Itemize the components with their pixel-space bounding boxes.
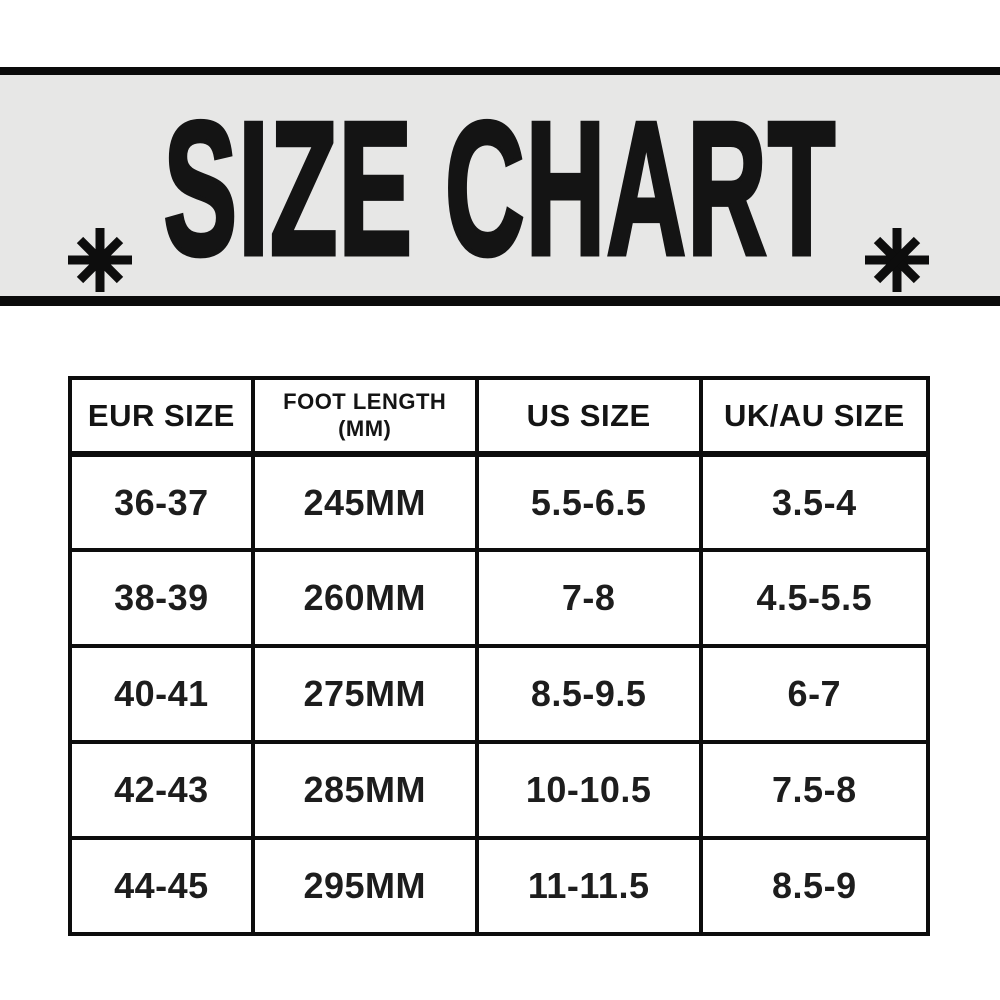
page-title: SIZE CHART	[162, 82, 837, 295]
cell-us-size: 5.5-6.5	[474, 452, 703, 552]
cell-eur-size: 38-39	[68, 548, 255, 648]
header-cell-us-size: US SIZE	[474, 376, 703, 457]
cell-eur-size: 40-41	[68, 644, 255, 744]
cell-eur-size: 42-43	[68, 740, 255, 840]
cell-foot-length: 295MM	[250, 836, 479, 936]
cell-eur-size: 36-37	[68, 452, 255, 552]
bottom-divider-bar	[0, 296, 1000, 306]
header-cell-ukau-size: UK/AU SIZE	[698, 376, 931, 457]
table-header-row: EUR SIZE FOOT LENGTH (MM) US SIZE UK/AU …	[68, 376, 931, 457]
table-row: 36-37 245MM 5.5-6.5 3.5-4	[68, 452, 931, 552]
cell-ukau-size: 8.5-9	[698, 836, 931, 936]
table-row: 42-43 285MM 10-10.5 7.5-8	[68, 740, 931, 840]
cell-us-size: 11-11.5	[474, 836, 703, 936]
cell-ukau-size: 3.5-4	[698, 452, 931, 552]
cell-eur-size: 44-45	[68, 836, 255, 936]
table-row: 44-45 295MM 11-11.5 8.5-9	[68, 836, 931, 936]
cell-foot-length: 285MM	[250, 740, 479, 840]
table-row: 40-41 275MM 8.5-9.5 6-7	[68, 644, 931, 744]
cell-foot-length: 275MM	[250, 644, 479, 744]
cell-us-size: 8.5-9.5	[474, 644, 703, 744]
header-foot-length-line2: (MM)	[338, 415, 392, 441]
cell-ukau-size: 6-7	[698, 644, 931, 744]
asterisk-icon	[864, 227, 930, 293]
header-foot-length-line1: FOOT LENGTH	[283, 389, 447, 415]
cell-foot-length: 245MM	[250, 452, 479, 552]
title-banner: SIZE CHART	[0, 75, 1000, 296]
table-row: 38-39 260MM 7-8 4.5-5.5	[68, 548, 931, 648]
cell-ukau-size: 7.5-8	[698, 740, 931, 840]
cell-ukau-size: 4.5-5.5	[698, 548, 931, 648]
top-divider-bar	[0, 67, 1000, 75]
asterisk-icon	[67, 227, 133, 293]
header-cell-eur-size: EUR SIZE	[68, 376, 255, 457]
size-table-container: EUR SIZE FOOT LENGTH (MM) US SIZE UK/AU …	[68, 376, 931, 936]
cell-foot-length: 260MM	[250, 548, 479, 648]
cell-us-size: 7-8	[474, 548, 703, 648]
header-cell-foot-length: FOOT LENGTH (MM)	[250, 376, 479, 457]
size-table: EUR SIZE FOOT LENGTH (MM) US SIZE UK/AU …	[68, 376, 931, 936]
cell-us-size: 10-10.5	[474, 740, 703, 840]
